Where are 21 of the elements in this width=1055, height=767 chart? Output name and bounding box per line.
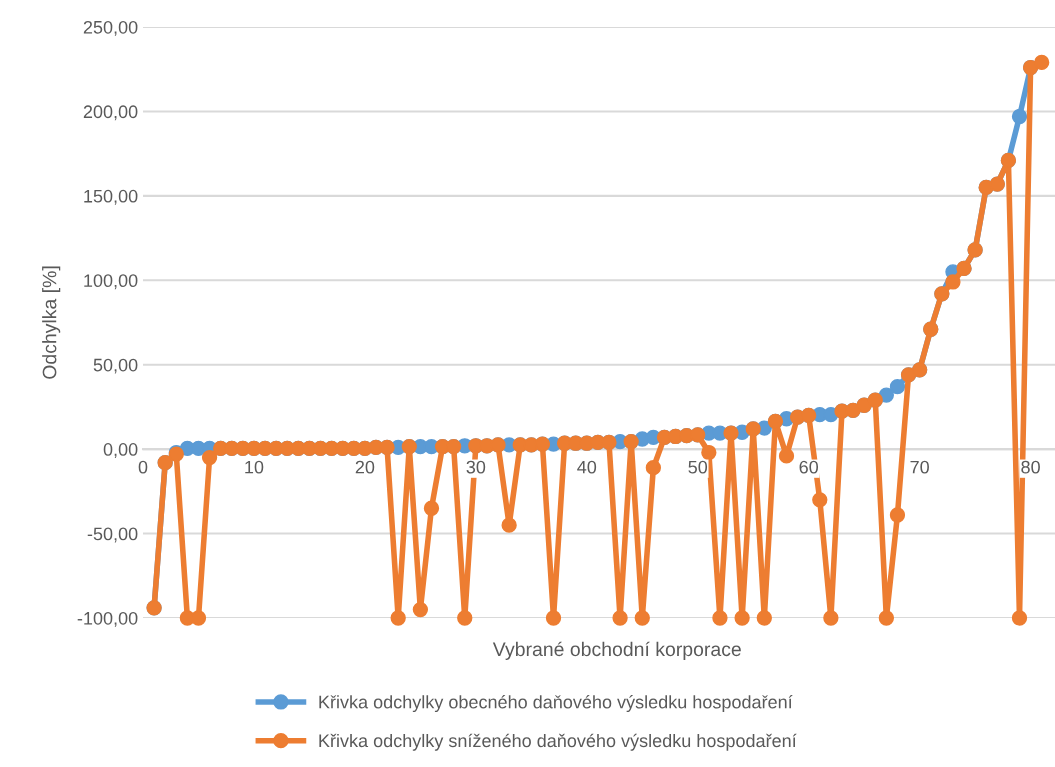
y-tick-label: 250,00 (83, 20, 138, 36)
y-axis-title: Odchylka [%] (42, 266, 61, 379)
y-tick-label: -100,00 (77, 611, 138, 627)
y-tick-label: 200,00 (83, 105, 138, 121)
x-tick-label: 10 (245, 460, 264, 474)
legend-label: Křivka odchylky sníženého daňového výsledku hospodaření (319, 733, 797, 751)
x-tick-label: 20 (355, 460, 375, 474)
x-tick-label: 60 (799, 460, 819, 474)
y-tick-label: 100,00 (84, 274, 138, 290)
x-tick-label: 30 (466, 460, 486, 474)
legend-label: Křivka odchylky obecného daňového výsledku hospodaření (319, 695, 793, 713)
y-tick-label: -50,00 (87, 527, 138, 543)
x-tick-label: 40 (577, 460, 597, 474)
x-tick-label: 50 (688, 460, 708, 474)
x-axis-title: Vybrané obchodní korporace (492, 641, 741, 660)
x-tick-label: 70 (910, 460, 929, 474)
y-tick-label: 150,00 (84, 189, 138, 205)
y-tick-label: 0,00 (103, 443, 138, 458)
y-tick-label: 50,00 (93, 358, 138, 374)
x-tick-label: 80 (1021, 460, 1040, 474)
x-tick-label: 0 (138, 460, 148, 474)
